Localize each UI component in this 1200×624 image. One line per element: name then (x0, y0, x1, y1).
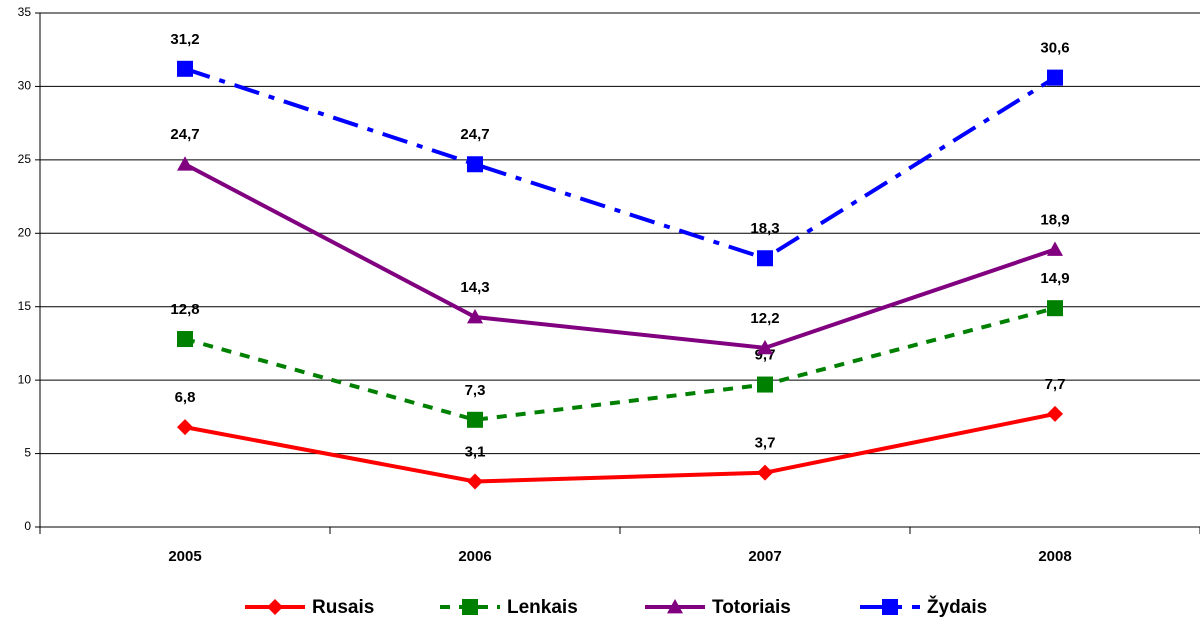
data-label: 3,1 (465, 443, 486, 460)
series-line (184, 411, 1056, 484)
legend-marker (267, 599, 283, 615)
series-line (184, 306, 1056, 422)
data-point (1047, 241, 1063, 256)
data-point (1047, 300, 1063, 317)
legend-marker (667, 599, 683, 614)
data-point (1047, 69, 1063, 86)
data-label: 14,9 (1040, 270, 1069, 287)
data-point (177, 60, 193, 77)
series-line (184, 162, 1056, 350)
data-point (757, 339, 773, 355)
data-label: 24,7 (460, 126, 489, 143)
legend-label: Totoriais (712, 597, 791, 618)
legend-label: Žydais (927, 596, 987, 618)
data-label: 6,8 (175, 389, 196, 406)
y-tick-label: 15 (18, 299, 32, 313)
data-point (757, 376, 773, 393)
y-tick-label: 35 (18, 5, 32, 19)
data-label: 7,7 (1045, 376, 1066, 393)
x-tick-label: 2008 (1038, 548, 1071, 565)
data-point (757, 250, 773, 267)
data-label: 7,3 (465, 382, 486, 399)
y-tick-label: 25 (18, 152, 32, 166)
legend-marker (882, 599, 898, 615)
data-label: 18,3 (750, 220, 779, 237)
data-point (757, 464, 773, 481)
data-label: 14,3 (460, 279, 489, 296)
data-label: 31,2 (170, 31, 199, 48)
data-label: 24,7 (170, 126, 199, 143)
x-tick-label: 2007 (748, 548, 781, 565)
data-point (177, 156, 193, 171)
data-point (467, 473, 483, 490)
data-label: 12,2 (750, 310, 779, 327)
data-label: 30,6 (1040, 40, 1069, 57)
data-point (177, 331, 193, 348)
data-label: 18,9 (1040, 211, 1069, 228)
y-tick-label: 20 (18, 225, 32, 239)
data-point (1047, 405, 1063, 422)
y-tick-label: 10 (18, 372, 32, 386)
data-point (177, 419, 193, 436)
y-tick-label: 0 (24, 519, 31, 533)
y-tick-label: 30 (18, 79, 32, 93)
data-point (467, 411, 483, 428)
legend-label: Lenkais (507, 597, 578, 618)
legend-label: Rusais (312, 597, 374, 618)
x-tick-label: 2006 (458, 548, 491, 565)
x-tick-label: 2005 (168, 548, 201, 565)
data-point (467, 156, 483, 173)
legend-marker (462, 599, 478, 615)
data-point (467, 308, 483, 324)
y-tick-label: 5 (24, 446, 31, 460)
series-line (184, 66, 1057, 261)
data-label: 3,7 (755, 435, 776, 452)
data-label: 12,8 (170, 301, 199, 318)
